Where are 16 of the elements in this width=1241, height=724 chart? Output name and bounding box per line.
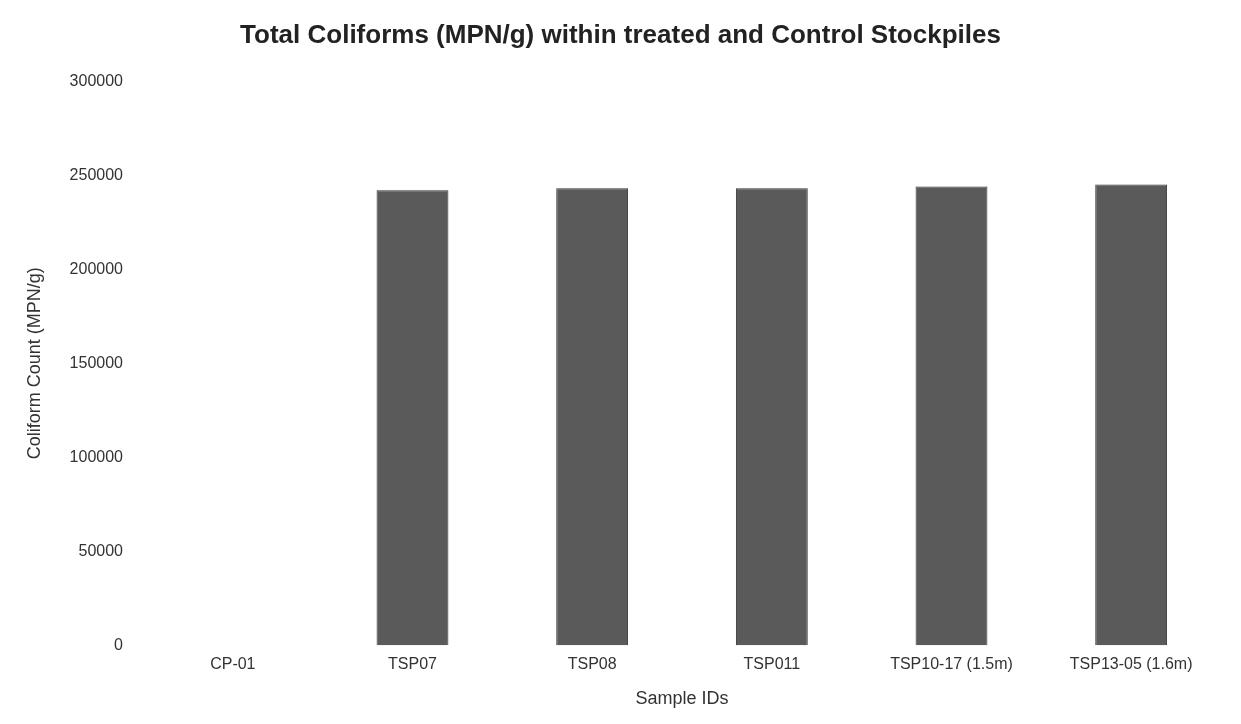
x-tick-label: CP-01 [210,655,256,673]
x-tick-label: TSP08 [567,655,617,673]
y-tick-label: 50000 [78,541,124,559]
y-axis-title: Coliform Count (MPN/g) [23,267,44,460]
x-tick-label: TSP07 [388,655,438,673]
x-tick-label: TSP13-05 (1.6m) [1069,655,1193,673]
chart-title: Total Coliforms (MPN/g) within treated and Control Stockpiles [240,18,1001,49]
y-tick-label: 300000 [69,71,124,89]
x-tick-label: TSP011 [743,655,801,673]
y-tick-label: 200000 [69,259,124,277]
x-tick-label: TSP10-17 (1.5m) [890,655,1013,673]
y-tick-label: 100000 [69,447,124,465]
y-tick-label: 250000 [69,165,124,183]
x-axis-title: Sample IDs [635,688,729,709]
y-tick-label: 150000 [69,353,124,371]
y-tick-label: 0 [114,635,124,653]
